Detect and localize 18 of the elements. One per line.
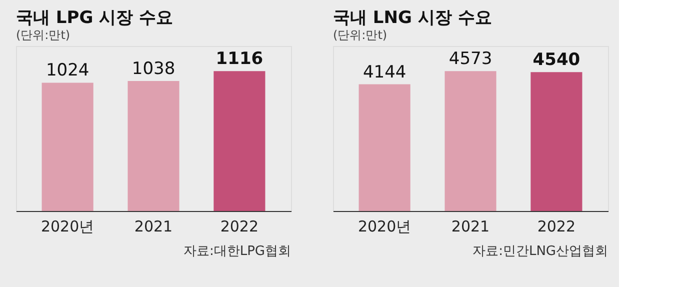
data-label: 4573 <box>448 49 492 70</box>
x-tick-label: 2022 <box>537 218 576 236</box>
x-tick-label: 2020년 <box>40 218 94 236</box>
chart-title: 국내 LNG 시장 수요 <box>333 8 492 28</box>
text: 자료:대한LPG협회 <box>183 244 291 259</box>
x-tick-label: 2022 <box>220 218 259 236</box>
data-label: 1116 <box>216 49 264 70</box>
data-label: 4540 <box>532 50 580 70</box>
x-tick-label: 2020년 <box>358 218 412 236</box>
data-label: 4144 <box>362 62 406 82</box>
x-tick-label: 2021 <box>134 218 173 236</box>
data-label: 1038 <box>132 58 176 79</box>
chart-subtitle: (단위:만t) <box>16 28 70 42</box>
chart-subtitle: (단위:만t) <box>333 28 388 42</box>
x-tick-label: 2021 <box>451 218 490 236</box>
text: 자료:민간LNG산업협회 <box>472 244 608 259</box>
data-label: 1024 <box>46 60 90 81</box>
chart-title: 국내 LPG 시장 수요 <box>16 8 174 28</box>
